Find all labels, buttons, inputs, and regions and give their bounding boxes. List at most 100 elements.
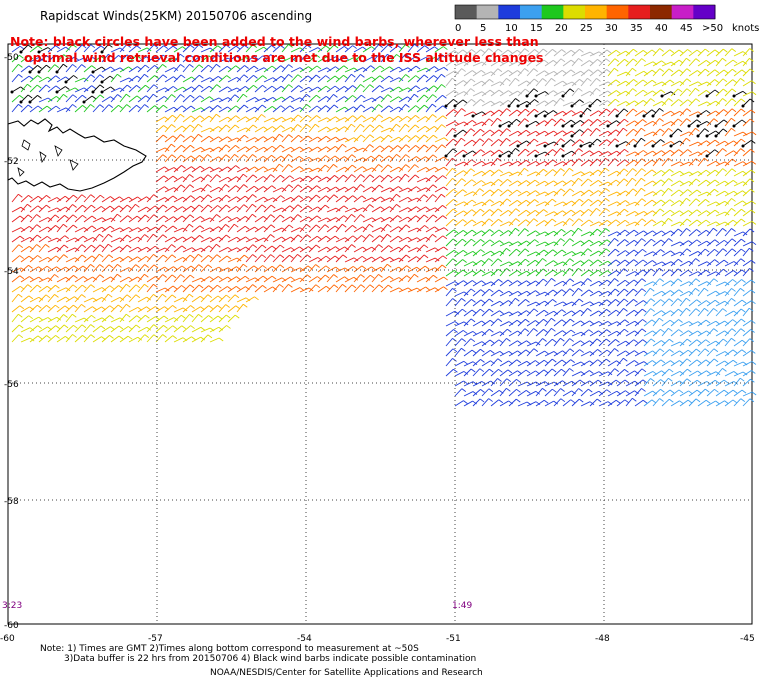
- wind-barb: [652, 68, 661, 77]
- wind-barb-flag: [571, 310, 576, 315]
- wind-barb-flag: [361, 265, 367, 270]
- wind-barb: [353, 94, 362, 103]
- wind-barb: [643, 79, 653, 87]
- wind-barb-flag: [641, 218, 647, 223]
- wind-barb: [580, 289, 590, 297]
- wind-barb-flag: [471, 349, 477, 354]
- wind-barb-flag: [181, 215, 187, 220]
- wind-barb-flag: [306, 124, 311, 128]
- wind-barb: [245, 65, 255, 73]
- wind-barb: [526, 239, 535, 247]
- wind-barb: [616, 178, 625, 187]
- wind-barb: [733, 131, 744, 137]
- wind-barb-flag: [208, 64, 213, 69]
- wind-barb: [598, 130, 608, 137]
- wind-barb-flag: [498, 368, 503, 373]
- wind-barb: [407, 164, 416, 173]
- wind-barb: [580, 107, 588, 117]
- wind-barb-flag: [38, 316, 44, 321]
- wind-barb-flag: [144, 104, 149, 108]
- wind-barb-flag: [28, 75, 34, 80]
- wind-barb: [92, 233, 100, 243]
- wind-barb-flag: [288, 224, 294, 229]
- wind-barb-flag: [227, 286, 232, 290]
- wind-barb: [481, 350, 491, 357]
- wind-barb: [634, 379, 644, 387]
- wind-barb: [571, 99, 580, 107]
- wind-barb: [706, 139, 716, 147]
- contamination-dot: [10, 90, 14, 94]
- wind-barb: [661, 158, 669, 167]
- wind-barb-flag: [164, 186, 169, 190]
- wind-barb-flag: [553, 180, 558, 185]
- wind-barb-flag: [424, 45, 429, 49]
- wind-barb: [616, 229, 626, 237]
- wind-barb-flag: [371, 266, 376, 271]
- wind-barb-flag: [28, 264, 33, 269]
- wind-barb-flag: [344, 117, 350, 121]
- wind-barb-flag: [498, 169, 504, 174]
- wind-barb: [481, 281, 492, 287]
- wind-barb-flag: [731, 208, 736, 212]
- wind-barb-flag: [371, 256, 376, 261]
- wind-barb: [326, 116, 336, 123]
- wind-barb-flag: [641, 328, 647, 333]
- wind-barb: [697, 240, 707, 247]
- wind-barb-flag: [481, 160, 487, 165]
- wind-barb-flag: [360, 184, 365, 188]
- wind-barb-flag: [360, 274, 365, 278]
- wind-barb-flag: [110, 276, 115, 281]
- wind-barb-flag: [155, 316, 160, 320]
- wind-barb: [29, 205, 39, 213]
- wind-barb: [344, 137, 355, 143]
- wind-barb: [182, 94, 191, 103]
- wind-barb: [20, 65, 30, 73]
- wind-barb-flag: [660, 388, 665, 393]
- wind-barb: [517, 190, 527, 197]
- wind-barb: [110, 296, 121, 303]
- wind-barb: [679, 131, 690, 137]
- wind-barb: [661, 128, 669, 137]
- wind-barb: [29, 284, 38, 293]
- wind-barb-flag: [405, 224, 411, 229]
- contamination-dot: [579, 144, 583, 148]
- wind-barb: [236, 236, 246, 243]
- wind-barb-flag: [234, 294, 240, 299]
- wind-barb-flag: [245, 146, 250, 151]
- wind-barb-flag: [190, 205, 196, 210]
- wind-barb-flag: [481, 280, 486, 285]
- wind-barb-flag: [623, 288, 629, 293]
- wind-barb: [326, 235, 336, 243]
- wind-barb: [553, 319, 563, 327]
- wind-barb-flag: [244, 134, 249, 139]
- wind-barb-flag: [334, 75, 340, 80]
- wind-barb-flag: [91, 255, 97, 260]
- wind-barb: [517, 228, 525, 237]
- wind-barb: [101, 75, 111, 83]
- wind-barb: [445, 77, 453, 87]
- wind-barb-flag: [263, 166, 268, 171]
- wind-barb: [670, 389, 680, 397]
- wind-barb: [65, 284, 74, 293]
- wind-barb-flag: [405, 123, 410, 128]
- wind-barb-flag: [125, 283, 131, 288]
- wind-barb-flag: [334, 85, 340, 90]
- wind-barb-flag: [90, 104, 95, 108]
- wind-barb: [445, 109, 454, 117]
- wind-barb-flag: [351, 284, 357, 289]
- wind-barb: [299, 224, 307, 233]
- wind-barb: [353, 274, 361, 283]
- wind-barb: [353, 284, 362, 293]
- wind-barb: [715, 200, 726, 207]
- wind-barb-flag: [562, 330, 567, 335]
- wind-barb: [74, 57, 85, 63]
- wind-barb: [616, 298, 625, 307]
- wind-barb-flag: [45, 84, 51, 89]
- wind-barb-flag: [659, 278, 665, 282]
- wind-barb: [128, 104, 137, 113]
- wind-barb-flag: [28, 65, 34, 70]
- wind-barb: [272, 277, 283, 283]
- wind-barb: [56, 244, 65, 253]
- wind-barb-flag: [688, 260, 694, 265]
- wind-barb: [182, 115, 192, 123]
